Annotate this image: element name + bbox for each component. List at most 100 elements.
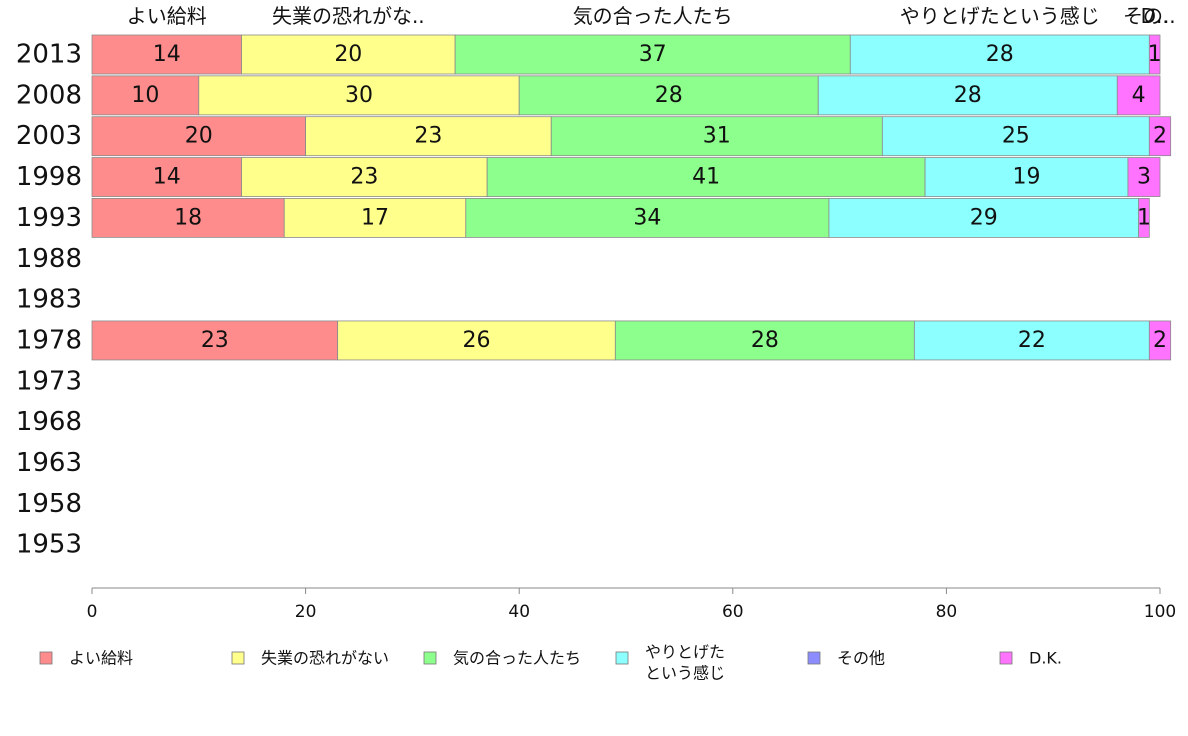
legend-swatch [231,651,245,665]
year-label: 1968 [16,407,82,437]
bar-value-label: 22 [1018,328,1046,353]
bar-value-label: 14 [153,165,181,190]
legend-label: D.K. [1029,649,1062,668]
legend-label: 失業の恐れがない [261,649,389,668]
bar-value-label: 31 [703,124,731,149]
x-tick-label: 40 [508,602,530,622]
bar-value-label: 23 [414,124,442,149]
series-header-labels: よい給料 失業の恐れがな.. 気の合った人たち やりとげたという感じ その..D.. [127,4,1176,28]
bars: 14 20 37 28 110 30 28 28 420 23 31 25 214 23 41 19 318 17… [91,34,1172,361]
bar-segment [828,197,1140,238]
bar-segment [1116,75,1161,116]
bar-value-label: 34 [633,205,661,230]
bar-value-label: 30 [345,83,373,108]
legend-swatch [423,651,437,665]
year-label: 1958 [16,489,82,519]
bar-segment [486,157,926,197]
bar-value-label: 19 [1013,165,1041,190]
year-label: 1963 [16,448,82,478]
bar-segment [1148,116,1172,157]
bar-segment [91,320,339,361]
legend-label: 気の合った人たち [453,649,581,668]
year-label: 1983 [16,285,82,315]
bar-value-label: 1 [1137,205,1151,230]
bar-segment [91,116,307,157]
bar-value-label: 28 [986,42,1014,67]
series-header-label: 気の合った人たち [573,4,733,28]
bar-value-label: 37 [639,42,667,67]
bar-value-label: 1 [1148,42,1162,67]
bar-segment [337,320,616,361]
bar-segment [91,197,285,238]
series-header-label: やりとげたという感じ [900,4,1100,28]
x-tick-label: 0 [87,602,98,622]
bar-value-label: 20 [185,124,213,149]
year-label: 2003 [16,121,82,151]
bar-segment [518,75,819,116]
bar-segment [241,34,456,75]
bar-value-label: 20 [334,42,362,67]
bar-value-label: 18 [174,205,202,230]
year-label: 1988 [16,244,82,274]
bar-value-label: 28 [655,83,683,108]
legend: よい給料 失業の恐れがない 気の合った人たち やりとげたという感じ その他 D.K. [39,643,1062,683]
year-label: 1993 [16,203,82,233]
legend-swatch [39,651,53,665]
bar-value-label: 23 [350,165,378,190]
bar-value-label: 28 [751,328,779,353]
year-label: 1998 [16,162,82,192]
x-tick-label: 60 [722,602,744,622]
legend-swatch [807,651,821,665]
year-axis-labels: 2013 2008 2003 1998 1993 1988 1983 1978 1973 1968… [16,40,82,560]
bar-value-label: 17 [361,205,389,230]
bar-value-label: 29 [970,205,998,230]
bar-segment [913,320,1150,361]
year-label: 2008 [16,80,82,110]
legend-label: その他 [837,649,885,668]
bar-segment [1148,320,1172,361]
bar-value-label: 2 [1153,124,1167,149]
x-tick-label: 80 [936,602,958,622]
year-label: 1973 [16,366,82,396]
x-tick-label: 20 [295,602,317,622]
x-axis: 0 20 40 60 80 100 [87,587,1176,622]
bar-segment [305,116,552,157]
bar-value-label: 41 [692,165,720,190]
bar-value-label: 28 [954,83,982,108]
bar-segment [91,75,200,116]
bar-segment [1127,157,1161,197]
legend-label: やりとげた [645,643,725,662]
bar-segment [550,116,883,157]
series-header-label: 失業の恐れがな.. [272,4,425,28]
year-label: 2013 [16,40,82,70]
bar-segment [241,157,488,197]
bar-segment [198,75,520,116]
legend-label: という感じ [645,664,725,683]
bar-segment [924,157,1129,197]
bar-value-label: 26 [462,328,490,353]
bar-segment [849,34,1150,75]
bar-value-label: 14 [153,42,181,67]
bar-segment [817,75,1118,116]
bar-segment [91,34,242,75]
series-header-label: D.. [1141,4,1169,28]
series-header-label: その.. [1123,4,1176,28]
bar-segment [614,320,915,361]
bar-segment [91,157,242,197]
bar-segment [1138,197,1150,238]
year-label: 1953 [16,530,82,560]
bar-value-label: 25 [1002,124,1030,149]
x-tick-label: 100 [1144,602,1176,622]
bar-value-label: 10 [131,83,159,108]
legend-swatch [999,651,1013,665]
bar-segment [1148,34,1161,75]
bar-value-label: 2 [1153,328,1167,353]
bar-segment [465,197,830,238]
legend-swatch [615,651,629,665]
legend-label: よい給料 [69,649,133,668]
bar-value-label: 3 [1137,165,1151,190]
bar-value-label: 23 [201,328,229,353]
bar-segment [454,34,851,75]
year-label: 1978 [16,325,82,355]
